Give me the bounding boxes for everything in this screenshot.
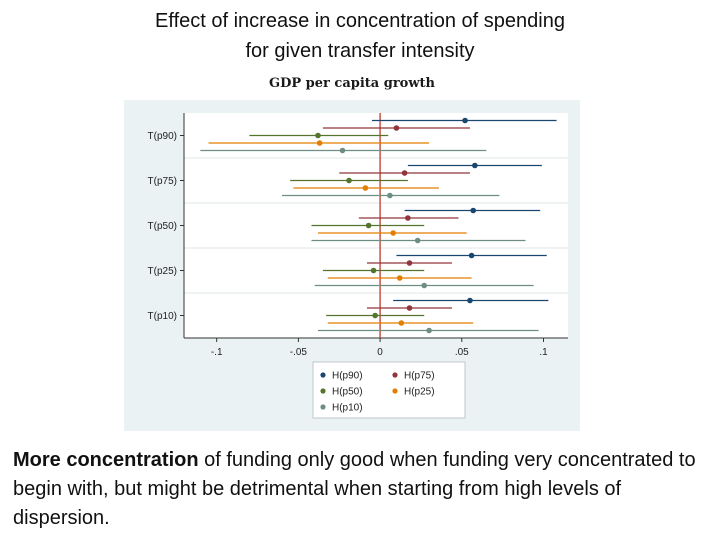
coef-point [315, 132, 321, 139]
y-tick-label: T(p90) [148, 131, 177, 142]
coef-point [393, 125, 400, 131]
slide-title-line-2: for given transfer intensity [245, 40, 475, 62]
legend-label: H(p10) [332, 403, 363, 414]
legend-box [312, 361, 466, 419]
coef-point [390, 230, 396, 236]
coef-point [401, 170, 408, 176]
legend-label: H(p75) [404, 371, 435, 382]
y-tick-label: T(p25) [148, 266, 177, 277]
coef-point [365, 222, 372, 229]
coef-point [387, 192, 393, 199]
x-tick-label: .1 [539, 347, 548, 358]
legend-marker [320, 404, 326, 410]
coef-point [370, 267, 377, 274]
legend-marker [392, 388, 398, 394]
coef-point [372, 312, 378, 319]
coef-point [421, 282, 428, 289]
coef-point [406, 305, 413, 311]
coef-point [426, 327, 432, 334]
coef-point [405, 215, 411, 221]
coef-point [414, 237, 421, 244]
coef-point [468, 252, 475, 259]
legend-marker [320, 372, 326, 378]
coef-point [362, 185, 369, 191]
chart-title: GDP per capita growth [269, 76, 435, 91]
y-tick-label: T(p50) [148, 221, 177, 232]
legend-label: H(p25) [404, 387, 435, 398]
coef-point [398, 320, 405, 326]
legend-marker [392, 372, 398, 378]
coef-point [462, 117, 468, 124]
legend-marker [320, 388, 326, 394]
legend-label: H(p90) [332, 371, 363, 382]
coef-point [316, 140, 323, 146]
y-tick-label: T(p75) [148, 176, 177, 187]
caption-text: of funding only good when funding very c… [13, 449, 696, 529]
x-tick-label: -.05 [290, 347, 308, 358]
slide-title-line-1: Effect of increase in concentration of s… [155, 10, 565, 32]
slide-title: Effect of increase in concentration of s… [60, 6, 660, 66]
coef-point [339, 147, 346, 154]
caption-emphasis: More concentration [13, 449, 199, 471]
coef-point [470, 207, 477, 214]
legend-label: H(p50) [332, 387, 363, 398]
y-tick-label: T(p10) [148, 311, 177, 322]
x-tick-label: 0 [377, 347, 383, 358]
coef-point [467, 297, 473, 304]
x-tick-label: .05 [455, 347, 469, 358]
coef-point [472, 162, 478, 169]
slide-caption: More concentration of funding only good … [13, 446, 703, 533]
x-tick-label: -.1 [211, 347, 223, 358]
coef-point [396, 275, 403, 281]
coef-point [346, 177, 352, 184]
coef-point [406, 260, 413, 266]
